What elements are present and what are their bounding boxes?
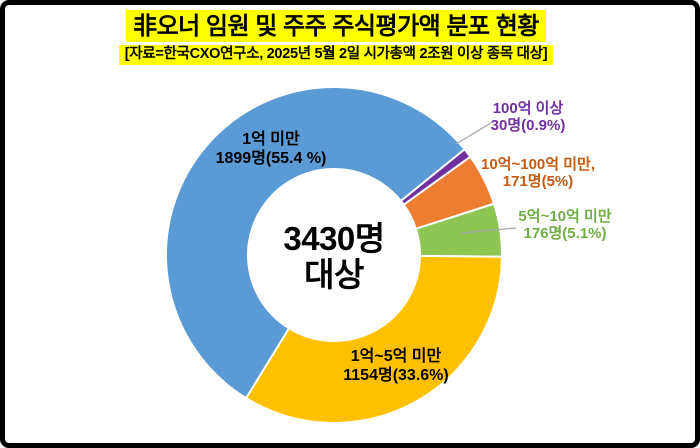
slice-label-5-10eok: 5억~10억 미만 176명(5.1%) — [518, 208, 612, 243]
page-title: 非오너 임원 및 주주 주식평가액 분포 현황 — [119, 10, 554, 45]
slice-label-over-100eok: 100억 이상 30명(0.9%) — [490, 100, 566, 135]
donut-chart — [165, 86, 517, 424]
donut-slices — [165, 86, 503, 424]
donut-slice-4-1억 미만 — [165, 86, 466, 400]
slice-label-under-1eok: 1억 미만 1899명(55.4 %) — [215, 131, 327, 167]
slice-label-1-5eok: 1억~5억 미만 1154명(33.6%) — [343, 348, 449, 384]
donut-center-label: 3430명 대상 — [283, 220, 385, 294]
source-subtitle: [자료=한국CXO연구소, 2025년 5월 2일 시가총액 2조원 이상 종목… — [118, 44, 554, 65]
title-highlight-block: 非오너 임원 및 주주 주식평가액 분포 현황 [자료=한국CXO연구소, 20… — [118, 10, 554, 65]
leader-line-5eok — [460, 227, 517, 234]
slice-label-10-100eok: 10억~100억 미만, 171명(5%) — [480, 156, 595, 191]
chart-header: 非오너 임원 및 주주 주식평가액 분포 현황 [자료=한국CXO연구소, 20… — [5, 10, 695, 65]
donut-slice-3-1억~5억 미만 — [245, 254, 503, 424]
leader-line-100eok — [455, 122, 492, 145]
